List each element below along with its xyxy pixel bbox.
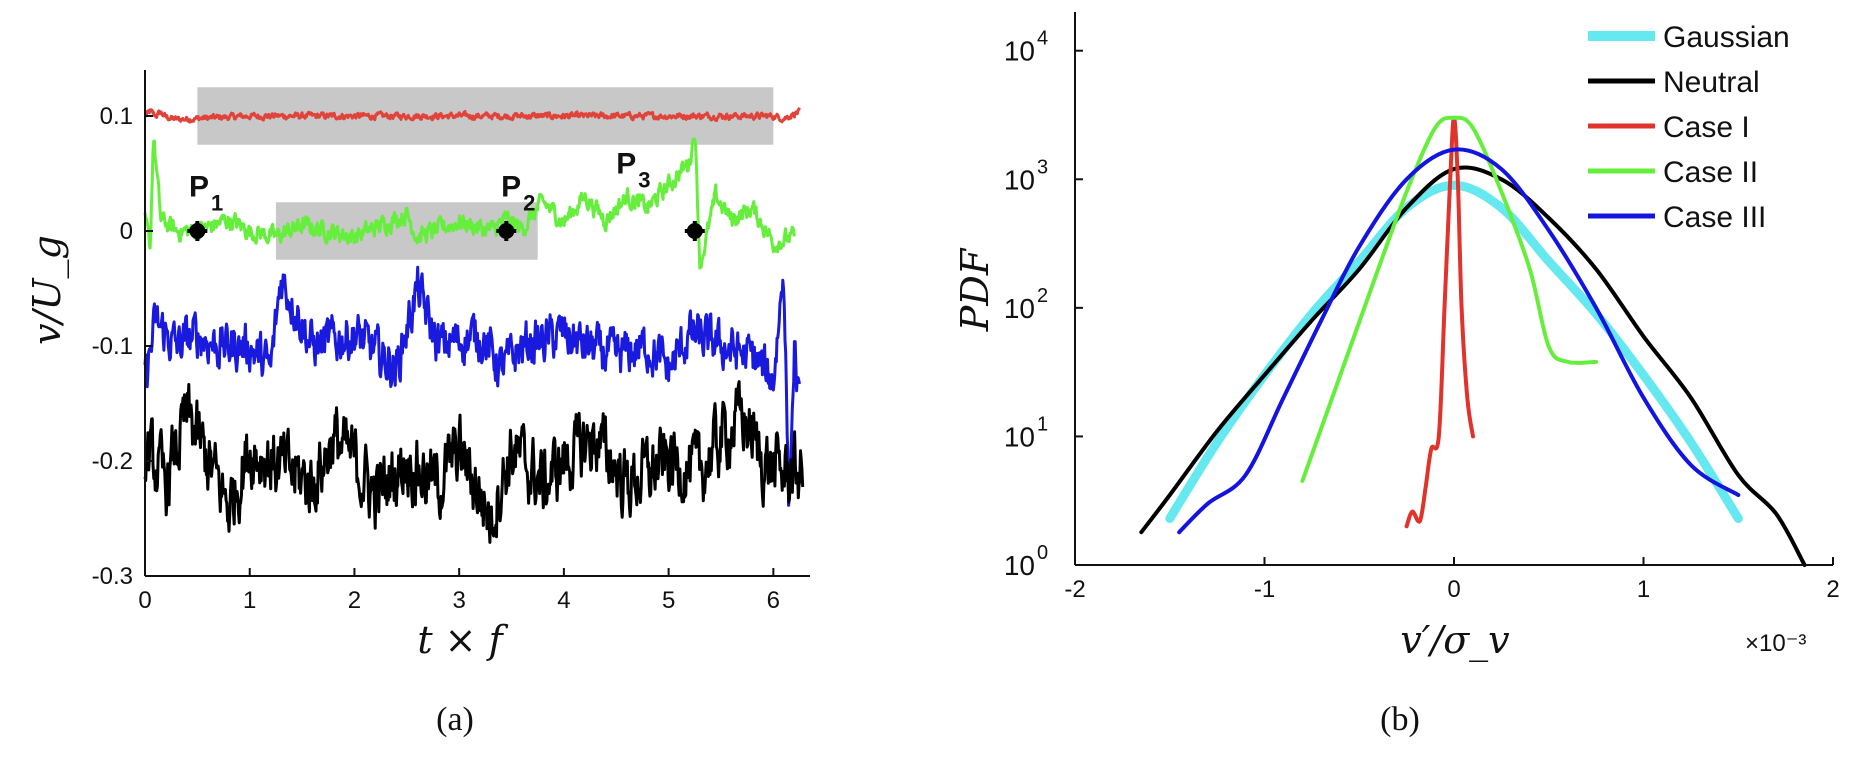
y-tick-label-0-1: -0.1 (92, 333, 133, 360)
point-annotations: P 1 P 2P 3 (187, 148, 705, 241)
panel-label-a: (a) (436, 701, 474, 738)
pdf-lines (1139, 115, 1807, 567)
timeseries-line-2 (143, 137, 796, 270)
timeseries-line-1 (143, 107, 801, 124)
y-axis-label-b: PDF (953, 247, 997, 332)
y-tick-label-0: 0 (120, 218, 133, 245)
timeseries-line-4 (143, 380, 805, 544)
y-tick-label-1e4: 10 (1004, 36, 1035, 67)
x-scale-multiplier: ×10⁻³ (1745, 630, 1806, 657)
legend-label-gaussian: Gaussian (1663, 21, 1790, 54)
pdf-line-case-iii (1177, 147, 1741, 535)
x-tick-label-1: 1 (243, 587, 256, 614)
y-tick-label-1e3: 10 (1004, 164, 1035, 195)
y-axis-label-a: v/U_g (25, 235, 70, 345)
point-label-p1: P (189, 171, 209, 204)
x-tick-labels-a: 0 1 2 3 4 5 6 (138, 587, 780, 614)
y-tick-label-1e0: 10 (1004, 550, 1035, 581)
y-tick-labels-a: -0.3 -0.2 -0.1 0 0.1 (92, 103, 133, 590)
x-tick-label-1: -1 (1254, 576, 1275, 603)
timeseries-lines (143, 107, 805, 544)
y-tick-exponent-1e0: 0 (1037, 542, 1048, 564)
y-tick-label-1e2: 10 (1004, 293, 1035, 324)
y-tick-label-0-1: 0.1 (100, 103, 133, 130)
x-tick-label-2: 2 (348, 587, 361, 614)
point-label-sub-p1: 1 (211, 191, 223, 216)
x-axis-label-b: v′/σ_v (1400, 618, 1510, 663)
point-label-sub-p2: 2 (523, 191, 535, 216)
x-tick-labels-b: -2 -1 0 1 2 (1064, 576, 1839, 603)
x-tick-label-3: 3 (452, 587, 465, 614)
legend-label-case-ii: Case II (1663, 156, 1758, 189)
x-tick-label-1: 1 (1637, 576, 1650, 603)
x-tick-label-0: 0 (138, 587, 151, 614)
y-tick-exponent-1e4: 4 (1037, 28, 1048, 50)
legend-label-neutral: Neutral (1663, 66, 1760, 99)
point-label-sub-p3: 3 (638, 168, 650, 193)
legend: Gaussian Neutral Case I Case II Case III (1588, 21, 1790, 234)
axes-a (144, 70, 810, 577)
y-tick-label-1e1: 10 (1004, 421, 1035, 452)
x-tick-label-2: -2 (1064, 576, 1085, 603)
x-tick-label-2: 2 (1826, 576, 1839, 603)
point-label-p3: P (616, 148, 636, 181)
x-axis-label-a: t × f (417, 618, 508, 662)
y-tick-exponent-1e2: 2 (1037, 285, 1048, 307)
y-tick-exponent-1e3: 3 (1037, 156, 1048, 178)
x-tick-label-4: 4 (557, 587, 570, 614)
timeseries-line-3 (143, 265, 801, 507)
pdf-line-case-i (1404, 115, 1475, 529)
pdf-line-case-ii (1300, 115, 1599, 483)
legend-label-case-i: Case I (1663, 111, 1750, 144)
panel-label-b: (b) (1380, 701, 1420, 738)
x-tick-label-5: 5 (662, 587, 675, 614)
y-tick-label-0-2: -0.2 (92, 448, 133, 475)
legend-label-case-iii: Case III (1663, 201, 1766, 234)
pdf-line-neutral (1139, 165, 1807, 567)
point-label-p2: P (501, 171, 521, 204)
x-tick-label-0: 0 (1447, 576, 1460, 603)
y-tick-label-0-3: -0.3 (92, 563, 133, 590)
y-tick-exponent-1e1: 1 (1037, 413, 1048, 435)
x-tick-label-6: 6 (767, 587, 780, 614)
axes-b (1074, 12, 1834, 566)
